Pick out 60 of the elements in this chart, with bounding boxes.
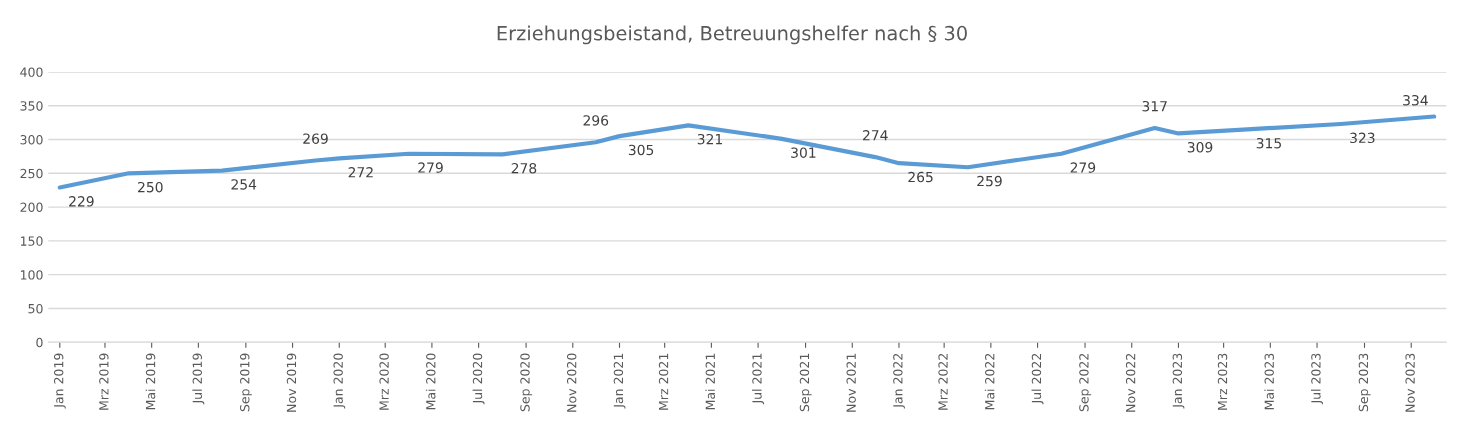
x-tick-label: Jan 2019 xyxy=(53,353,66,409)
y-tick-label: 350 xyxy=(20,101,43,111)
x-tick-label: Mrz 2022 xyxy=(938,353,948,410)
x-tick-label: Nov 2023 xyxy=(1405,353,1415,412)
y-tick-label: 200 xyxy=(20,202,43,213)
data-label: 321 xyxy=(697,133,722,145)
x-tick-label: Jan 2021 xyxy=(613,353,626,409)
y-tick-label: 100 xyxy=(20,270,43,280)
y-tick-label: 50 xyxy=(28,303,43,314)
x-tick-label: Mai 2023 xyxy=(1264,353,1274,410)
data-label: 305 xyxy=(628,144,654,156)
chart-title: Erziehungsbeistand, Betreuungshelfer nach § 30 xyxy=(497,25,967,45)
data-label: 296 xyxy=(583,115,609,126)
data-label: 265 xyxy=(908,171,933,183)
x-tick-label: Jan 2020 xyxy=(333,353,346,409)
data-label: 229 xyxy=(69,196,94,207)
x-tick-label: Mrz 2020 xyxy=(379,353,389,410)
x-tick-label: Nov 2019 xyxy=(286,353,297,412)
data-label: 315 xyxy=(1256,137,1281,149)
x-tick-label: Jul 2020 xyxy=(472,353,485,405)
x-tick-label: Sep 2019 xyxy=(240,353,252,412)
x-tick-label: Jul 2022 xyxy=(1031,353,1044,405)
x-tick-label: Nov 2021 xyxy=(846,353,856,412)
x-tick-label: Jul 2019 xyxy=(192,353,205,405)
x-tick-label: Mrz 2021 xyxy=(658,353,669,410)
data-label: 278 xyxy=(511,162,537,174)
y-tick-label: 150 xyxy=(20,236,43,246)
x-tick-label: Nov 2022 xyxy=(1125,353,1136,412)
y-tick-label: 250 xyxy=(20,168,43,179)
x-tick-label: Mrz 2023 xyxy=(1217,353,1228,410)
y-tick-label: 0 xyxy=(36,337,43,348)
x-tick-label: Jan 2023 xyxy=(1172,353,1185,409)
data-label: 259 xyxy=(977,175,1002,187)
x-tick-label: Mai 2022 xyxy=(984,353,995,410)
x-tick-label: Sep 2020 xyxy=(520,353,533,412)
x-tick-label: Jul 2021 xyxy=(752,353,765,405)
x-tick-label: Jul 2023 xyxy=(1310,353,1323,405)
x-tick-label: Nov 2020 xyxy=(566,353,577,412)
x-tick-label: Mrz 2019 xyxy=(99,353,109,410)
x-tick-label: Mai 2020 xyxy=(425,353,436,410)
x-tick-label: Mai 2019 xyxy=(145,353,156,410)
data-label: 274 xyxy=(863,130,888,141)
x-tick-label: Sep 2022 xyxy=(1079,353,1092,412)
y-tick-label: 300 xyxy=(20,134,43,145)
data-label: 250 xyxy=(138,181,163,193)
data-label: 301 xyxy=(791,147,816,158)
data-label: 254 xyxy=(231,179,257,190)
data-label: 269 xyxy=(303,133,328,144)
data-label: 279 xyxy=(1070,162,1096,173)
x-tick-label: Sep 2023 xyxy=(1358,353,1371,412)
x-tick-label: Mai 2021 xyxy=(705,353,716,410)
y-tick-label: 400 xyxy=(20,67,43,77)
x-tick-label: Jan 2022 xyxy=(893,353,905,409)
data-label: 279 xyxy=(418,162,443,173)
x-tick-label: Sep 2021 xyxy=(799,353,812,412)
data-label: 323 xyxy=(1350,132,1375,144)
data-label: 272 xyxy=(348,167,373,178)
data-label: 334 xyxy=(1403,95,1428,106)
data-label: 309 xyxy=(1187,142,1213,153)
data-label: 317 xyxy=(1142,100,1167,112)
